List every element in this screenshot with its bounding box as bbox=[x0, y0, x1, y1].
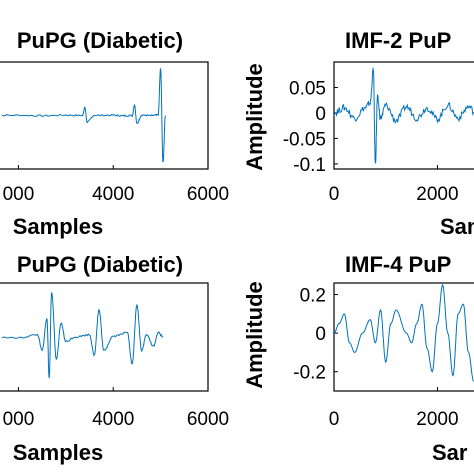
series-lines bbox=[333, 283, 474, 382]
y-tick-label: 0.05 bbox=[289, 78, 326, 99]
plot-area bbox=[333, 61, 474, 170]
x-tick-label: 0 bbox=[329, 184, 340, 205]
y-tick-label: -0.05 bbox=[283, 129, 326, 150]
chart-title: IMF-4 PuP bbox=[345, 252, 451, 277]
panel-top-left: PuPG (Diabetic) 000 4000 6000 Samples bbox=[0, 28, 229, 239]
x-axis-label: Samples bbox=[13, 214, 104, 239]
series-line bbox=[1, 292, 164, 379]
series-line bbox=[1, 67, 166, 163]
x-tick-label: 2000 bbox=[416, 409, 458, 430]
y-tick-label: 0 bbox=[315, 104, 326, 125]
plot-area bbox=[0, 61, 209, 170]
x-tick-labels: 000 4000 6000 bbox=[3, 387, 229, 430]
x-tick-label: 4000 bbox=[92, 184, 134, 205]
series-lines bbox=[333, 67, 474, 164]
y-tick-label: -0.1 bbox=[293, 155, 326, 176]
y-axis-label: Amplitude bbox=[242, 63, 267, 171]
chart-title: PuPG (Diabetic) bbox=[17, 252, 183, 277]
x-tick-label: 4000 bbox=[92, 409, 134, 430]
y-tick-label: 0 bbox=[315, 324, 326, 345]
y-axis-label: Amplitude bbox=[242, 281, 267, 389]
panel-bottom-left: PuPG (Diabetic) 000 4000 6000 Samples bbox=[0, 252, 229, 465]
series-line bbox=[333, 283, 474, 382]
x-axis-label: Sar bbox=[432, 440, 468, 465]
plot-area bbox=[0, 282, 209, 392]
series-line bbox=[333, 67, 474, 164]
x-axis-label: Samples bbox=[13, 440, 104, 465]
panel-bottom-right: IMF-4 PuP 0 2000 0.2 0 -0.2 Amplitude Sar bbox=[242, 252, 474, 465]
x-tick-label: 000 bbox=[3, 409, 35, 430]
x-tick-label: 6000 bbox=[187, 184, 229, 205]
x-tick-label: 6000 bbox=[187, 409, 229, 430]
y-tick-label: 0.2 bbox=[300, 286, 326, 307]
x-axis-label: Sam bbox=[440, 214, 474, 239]
x-tick-label: 000 bbox=[3, 184, 35, 205]
tick-labels: 0 2000 0.05 0 -0.05 -0.1 bbox=[283, 78, 459, 205]
x-tick-labels: 000 4000 6000 bbox=[3, 165, 229, 205]
plot-area bbox=[333, 282, 474, 392]
chart-title: PuPG (Diabetic) bbox=[17, 28, 183, 53]
x-tick-label: 0 bbox=[329, 409, 340, 430]
chart-title: IMF-2 PuP bbox=[345, 28, 451, 53]
series-lines bbox=[1, 292, 164, 379]
tick-labels: 0 2000 0.2 0 -0.2 bbox=[293, 286, 458, 430]
x-tick-label: 2000 bbox=[416, 184, 458, 205]
series-lines bbox=[1, 67, 166, 163]
y-tick-label: -0.2 bbox=[293, 363, 326, 384]
